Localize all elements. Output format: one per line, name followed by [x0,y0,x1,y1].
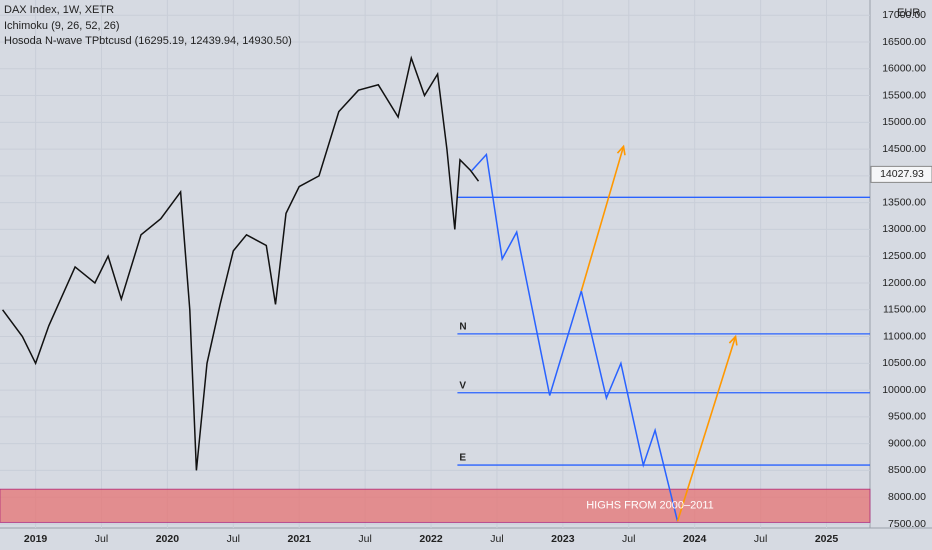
x-tick-label: Jul [95,533,108,545]
level-label: E [459,453,466,464]
price-line [1,55,480,471]
y-tick-label: 14500.00 [882,143,926,155]
x-tick-label: 2024 [683,533,707,545]
x-tick-label: 2019 [24,533,48,545]
y-tick-label: 10500.00 [882,357,926,369]
x-tick-label: 2022 [419,533,443,545]
x-tick-label: 2025 [815,533,839,545]
x-tick-label: 2020 [156,533,180,545]
currency-label: EUR [897,7,920,19]
x-tick-label: Jul [358,533,371,545]
y-tick-label: 7500.00 [888,518,926,530]
last-price-tag [870,165,932,183]
x-tick-label: 2023 [551,533,575,545]
highs-zone [0,488,871,523]
y-tick-label: 11500.00 [883,304,926,316]
y-tick-label: 15500.00 [882,89,926,101]
y-tick-label: 9000.00 [888,437,926,449]
y-tick-label: 10000.00 [882,384,926,396]
projection-arrow [580,146,625,292]
y-tick-label: 8000.00 [888,491,926,503]
arrow-head [616,144,626,156]
indicator-label: Ichimoku (9, 26, 52, 26) [4,20,120,32]
y-tick-label: 11000.00 [883,330,926,342]
last-price-label: 14027.93 [880,168,924,180]
y-tick-label: 13000.00 [882,223,926,235]
y-tick-label: 12500.00 [882,250,926,262]
y-tick-label: 12000.00 [882,277,926,289]
y-tick-label: 8500.00 [888,464,926,476]
x-tick-label: Jul [227,533,240,545]
arrow-head [728,334,738,346]
y-tick-label: 15000.00 [882,116,926,128]
y-tick-label: 16500.00 [882,36,926,48]
y-tick-label: 13500.00 [882,196,926,208]
y-tick-label: 9500.00 [888,411,926,423]
y-tick-label: 17000.00 [882,9,926,21]
level-label: V [459,380,466,391]
chart-title: DAX Index, 1W, XETR [4,4,114,16]
y-tick-label: 16000.00 [882,63,926,75]
x-tick-label: 2021 [288,533,312,545]
x-tick-label: Jul [622,533,635,545]
price-axis [870,0,932,550]
level-label: N [459,322,466,333]
x-tick-label: Jul [754,533,767,545]
indicator-label: Hosoda N-wave TPbtcusd (16295.19, 12439.… [4,35,292,47]
price-line [471,152,679,522]
zone-label: HIGHS FROM 2000–2011 [586,500,714,512]
projection-arrow [676,336,737,522]
x-tick-label: Jul [490,533,503,545]
